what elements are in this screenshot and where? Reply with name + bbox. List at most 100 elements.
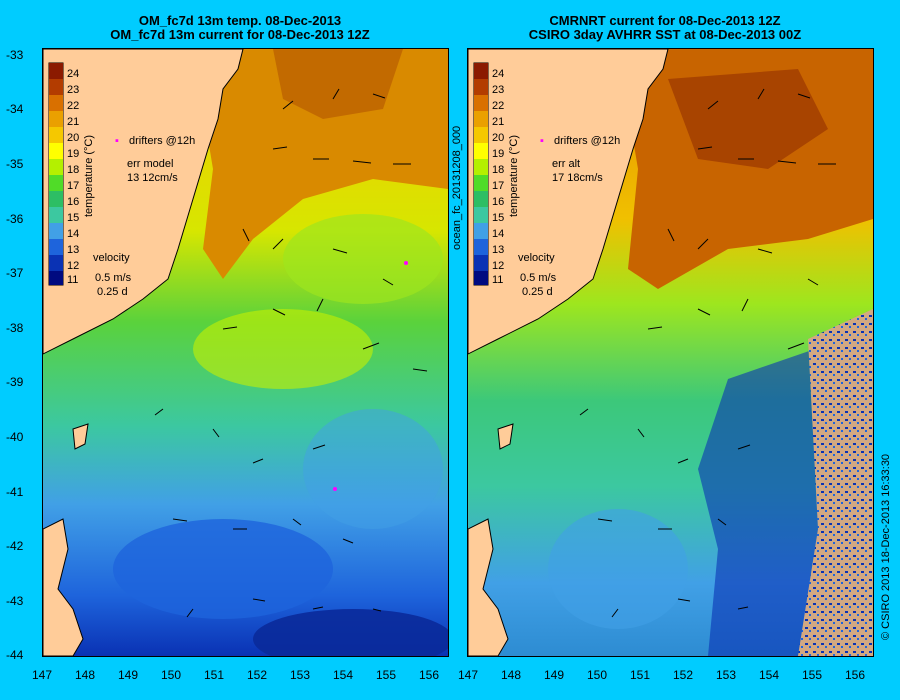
lat-label: -41 <box>6 485 24 499</box>
title-right-line1: CMRNRT current for 08-Dec-2013 12Z <box>549 13 781 28</box>
colorbar-gradient <box>49 63 63 285</box>
colorbar-tick: 20 <box>67 132 80 144</box>
lon-label: 155 <box>376 668 397 682</box>
cold-eddy <box>113 519 333 619</box>
lat-label: -44 <box>6 648 24 662</box>
australia-landmass <box>468 49 669 355</box>
colorbar-tick: 22 <box>67 100 80 112</box>
cool-water <box>303 409 443 529</box>
lon-label: 152 <box>247 668 268 682</box>
title-left-line1: OM_fc7d 13m temp. 08-Dec-2013 <box>138 13 342 28</box>
lon-label: 153 <box>716 668 737 682</box>
colorbar-tick: 12 <box>492 260 505 272</box>
lon-label: 148 <box>75 668 96 682</box>
title-right-line2: CSIRO 3day AVHRR SST at 08-Dec-2013 00Z <box>528 27 802 42</box>
lat-label: -35 <box>6 157 24 171</box>
colorbar-tick: 15 <box>67 212 80 224</box>
colorbar-tick: 23 <box>492 84 505 96</box>
error-value: 17 18cm/s <box>552 172 603 184</box>
colorbar-gradient <box>474 63 488 285</box>
lon-label: 150 <box>587 668 608 682</box>
lat-label: -39 <box>6 375 24 389</box>
colorbar-tick: 21 <box>67 116 80 128</box>
island <box>497 423 514 450</box>
lat-label: -42 <box>6 539 24 553</box>
lon-label: 152 <box>673 668 694 682</box>
colorbar-tick: 22 <box>492 100 505 112</box>
drifter-legend: drifters @12h <box>129 135 196 147</box>
colorbar-label: temperature (°C) <box>508 134 520 217</box>
title-left: OM_fc7d 13m temp. 08-Dec-2013 OM_fc7d 13… <box>30 14 450 42</box>
colorbar-tick: 15 <box>492 212 505 224</box>
colorbar-tick: 12 <box>67 260 80 272</box>
satellite-map-graphic <box>468 49 873 656</box>
lat-label: -40 <box>6 430 24 444</box>
colorbar-tick: 11 <box>67 274 79 286</box>
drifter-markers <box>333 261 408 491</box>
lat-label: -43 <box>6 594 24 608</box>
colorbar-tick: 19 <box>492 148 505 160</box>
cold-core <box>253 609 448 656</box>
colorbar-tick: 19 <box>67 148 80 160</box>
colorbar-tick: 24 <box>67 68 80 80</box>
lon-label: 156 <box>845 668 866 682</box>
colorbar-tick: 18 <box>492 164 505 176</box>
warm-water-region <box>193 49 448 279</box>
colorbar-tick: 23 <box>67 84 80 96</box>
lon-label: 154 <box>333 668 354 682</box>
lon-label: 149 <box>118 668 139 682</box>
tasmania-landmass <box>43 518 84 656</box>
lat-label: -34 <box>6 102 24 116</box>
cool-eddy <box>548 509 688 629</box>
velocity-scale: 0.5 m/s <box>95 272 132 284</box>
tasmania-landmass <box>468 518 509 656</box>
filename-label: ocean_fc_20131208_000 <box>451 125 463 250</box>
credit-label: © CSIRO 2013 18-Dec-2013 16:33:30 <box>880 453 892 640</box>
velocity-title: velocity <box>93 252 130 264</box>
lon-label: 154 <box>759 668 780 682</box>
colorbar-tick: 16 <box>67 196 80 208</box>
error-title: err alt <box>552 158 581 170</box>
lat-label: -37 <box>6 266 24 280</box>
front <box>193 309 373 389</box>
colorbar-tick: 18 <box>67 164 80 176</box>
colorbar-tick: 20 <box>492 132 505 144</box>
lat-label: -33 <box>6 48 24 62</box>
colorbar-tick: 24 <box>492 68 505 80</box>
colorbar-tick: 16 <box>492 196 505 208</box>
colorbar-tick: 14 <box>492 228 505 240</box>
lon-label: 153 <box>290 668 311 682</box>
colorbar-tick: 17 <box>492 180 505 192</box>
lon-label: 156 <box>419 668 440 682</box>
error-value: 13 12cm/s <box>127 172 178 184</box>
lon-label: 149 <box>544 668 565 682</box>
lon-label: 147 <box>32 668 53 682</box>
australia-landmass <box>43 49 244 355</box>
drifter-legend-icon: ▪ <box>540 135 544 147</box>
colorbar-tick: 11 <box>492 274 504 286</box>
model-temperature-map: 24 23 22 21 20 19 18 17 16 15 14 13 12 1… <box>42 48 449 657</box>
colorbar-label: temperature (°C) <box>83 134 95 217</box>
lon-label: 147 <box>458 668 479 682</box>
lon-label: 150 <box>161 668 182 682</box>
lon-label: 148 <box>501 668 522 682</box>
drifter-legend: drifters @12h <box>554 135 621 147</box>
colorbar-tick: 17 <box>67 180 80 192</box>
model-map-graphic <box>43 49 448 656</box>
colorbar-tick: 14 <box>67 228 80 240</box>
warm-core <box>273 49 403 119</box>
colorbar-tick: 21 <box>492 116 505 128</box>
velocity-vectors <box>579 88 836 618</box>
colorbar-tick: 13 <box>492 244 505 256</box>
lon-label: 151 <box>204 668 225 682</box>
velocity-vectors <box>154 88 428 618</box>
title-right: CMRNRT current for 08-Dec-2013 12Z CSIRO… <box>455 14 875 42</box>
warm-core <box>668 69 828 169</box>
satellite-sst-map: 24 23 22 21 20 19 18 17 16 15 14 13 12 1… <box>467 48 874 657</box>
lat-label: -36 <box>6 212 24 226</box>
eddy <box>283 214 443 304</box>
island <box>72 423 89 450</box>
cloud-masked-area <box>798 309 873 656</box>
velocity-scale: 0.5 m/s <box>520 272 557 284</box>
velocity-duration: 0.25 d <box>97 286 128 298</box>
